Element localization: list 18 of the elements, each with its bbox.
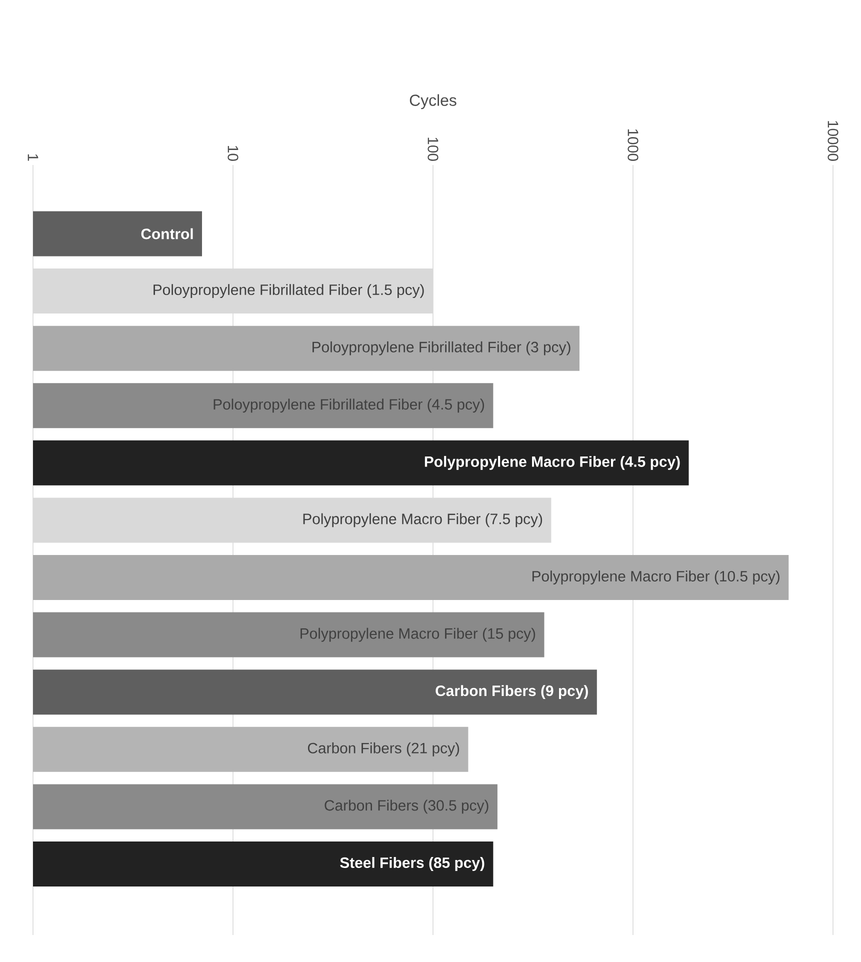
- y-tick-label: Poloypropylene Fibrillated Fiber (4.5 pcy): [214, 398, 484, 413]
- y-tick-label: Poloypropylene Fibrillated Fiber (3 pcy): [312, 341, 570, 356]
- x-axis-title: Cycles: [410, 94, 456, 110]
- y-tick-label: Polypropylene Macro Fiber (10.5 pcy): [532, 570, 780, 584]
- x-tick-label: 1: [28, 154, 38, 161]
- y-tick-label: Carbon Fibers (30.5 pcy): [324, 800, 488, 814]
- y-tick-label: Polypropylene Macro Fiber (4.5 pcy): [424, 456, 680, 470]
- y-tick-label: Polypropylene Macro Fiber (15 pcy): [300, 628, 536, 642]
- y-tick-label: Carbon Fibers (9 pcy): [436, 685, 588, 700]
- x-tick-label: 100: [428, 138, 438, 161]
- y-tick-label: Control: [141, 228, 193, 240]
- y-tick-label: Polypropylene Macro Fiber (7.5 pcy): [303, 513, 542, 528]
- x-tick-label: 10: [228, 146, 238, 161]
- x-tick-label: 10000: [828, 121, 838, 161]
- y-tick-label: Steel Fibers (85 pcy): [340, 857, 484, 871]
- y-tick-label: Poloypropylene Fibrillated Fiber (1.5 pcy): [154, 284, 424, 298]
- x-tick-label: 1000: [628, 129, 638, 161]
- y-tick-label: Carbon Fibers (21 pcy): [308, 742, 460, 756]
